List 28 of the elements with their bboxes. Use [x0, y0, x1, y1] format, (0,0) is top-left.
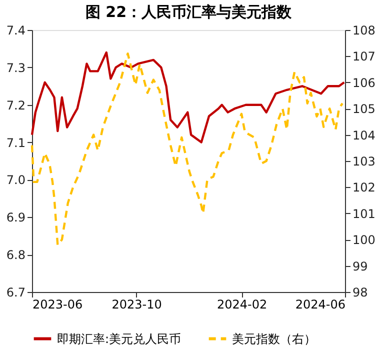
x-tick-label: 2024-02: [216, 298, 268, 312]
x-tick-label: 2023-06: [32, 298, 83, 312]
y2-tick-label: 107: [352, 50, 376, 64]
y-tick-label: 7.2: [6, 98, 26, 112]
y2-tick-label: 98: [352, 286, 368, 300]
y2-tick-label: 102: [352, 180, 376, 195]
y-tick-label: 6.8: [6, 248, 26, 262]
line-series: [30, 51, 346, 144]
y2-tick-label: 105: [352, 102, 376, 116]
y-tick-label: 7.0: [6, 173, 26, 188]
y2-tick-label: 100: [352, 233, 376, 248]
y-tick-label: 7.4: [6, 24, 26, 38]
x-tick-label: 2023-10: [112, 298, 162, 312]
y2-tick-label: 104: [352, 128, 376, 142]
line-series: [30, 52, 344, 246]
y-tick-label: 7.1: [6, 136, 26, 150]
legend-label: 即期汇率:美元兑人民币: [57, 332, 182, 346]
legend-label: 美元指数（右）: [232, 332, 316, 346]
x-tick-label: 2024-06: [295, 298, 346, 312]
y2-tick-label: 106: [352, 76, 376, 90]
y2-tick-label: 101: [352, 206, 376, 221]
y-tick-label: 6.9: [6, 210, 26, 225]
y2-tick-label: 108: [352, 24, 376, 38]
chart-title: 图 22：人民币汇率与美元指数: [85, 3, 293, 21]
y-tick-label: 6.7: [6, 286, 26, 300]
y2-tick-label: 103: [352, 154, 376, 168]
y-tick-label: 7.3: [6, 60, 26, 75]
y2-tick-label: 99: [352, 259, 368, 274]
